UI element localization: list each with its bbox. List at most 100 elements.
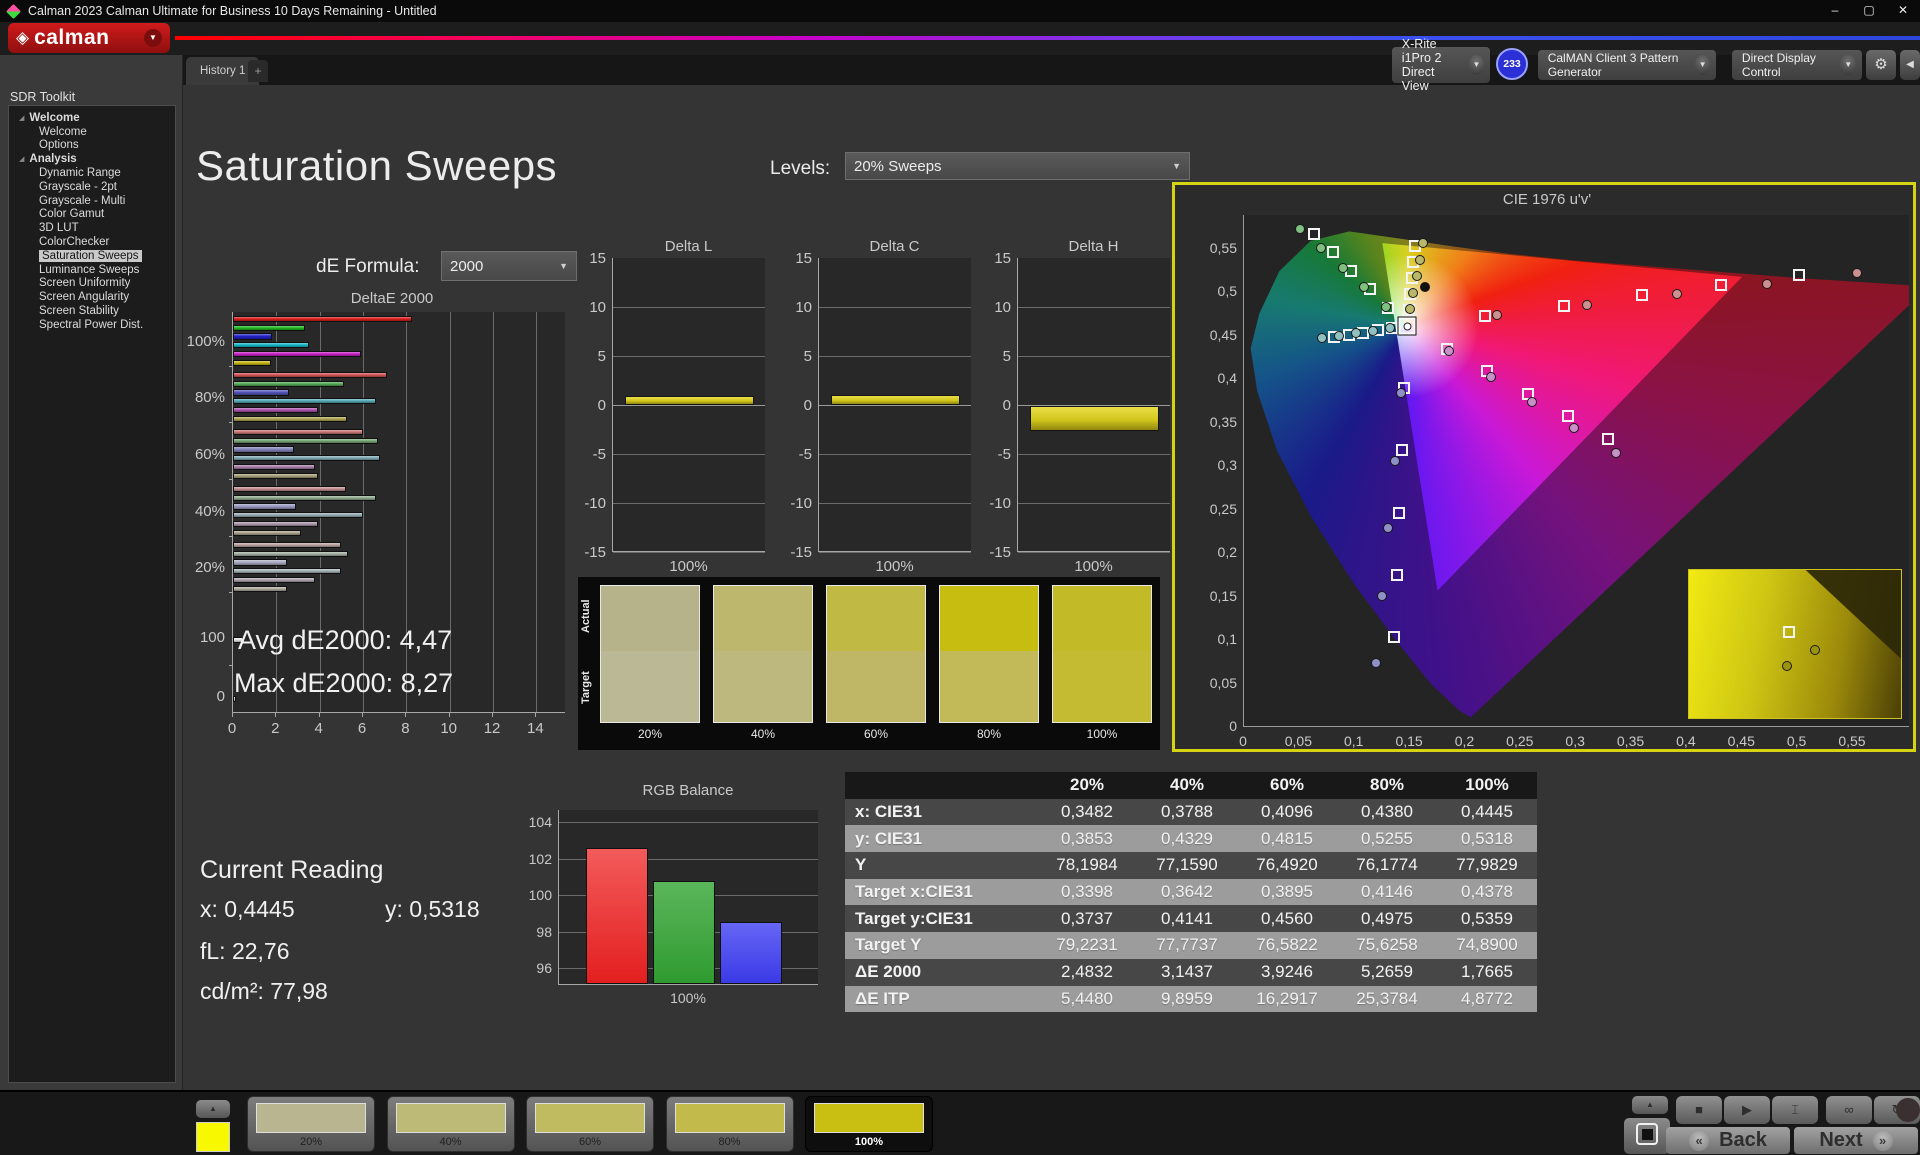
level-button-20%[interactable]: 20% bbox=[247, 1096, 375, 1152]
table-row-label: ΔE ITP bbox=[855, 988, 910, 1008]
level-button-100%[interactable]: 100% bbox=[805, 1096, 933, 1152]
sidebar-item[interactable]: ◢ Welcome bbox=[9, 111, 175, 125]
sidebar-item[interactable]: Dynamic Range bbox=[9, 166, 175, 180]
de-formula-dropdown[interactable]: 2000 ▼ bbox=[441, 251, 577, 281]
cie-measured-marker-green bbox=[1295, 224, 1305, 234]
sidebar-item-label: Screen Uniformity bbox=[39, 277, 131, 290]
delta-chart-title: Delta C bbox=[869, 238, 920, 255]
swatch-level-label: 80% bbox=[976, 727, 1002, 741]
cie-target-marker-blue bbox=[1391, 569, 1403, 581]
meter-caret-icon[interactable]: ▼ bbox=[1468, 55, 1484, 75]
next-button[interactable]: Next » bbox=[1794, 1127, 1918, 1154]
calman-logo-button[interactable]: ◈ calman ▼ bbox=[8, 23, 170, 53]
sidebar-item[interactable]: Grayscale - 2pt bbox=[9, 180, 175, 194]
sidebar-item[interactable]: Grayscale - Multi bbox=[9, 194, 175, 208]
frame-step-button[interactable]: ⌶ bbox=[1772, 1096, 1818, 1124]
minimize-button[interactable]: – bbox=[1831, 3, 1839, 17]
table-cell: 25,3784 bbox=[1356, 988, 1418, 1008]
level-button-60%[interactable]: 60% bbox=[526, 1096, 654, 1152]
tab-history-1[interactable]: History 1 bbox=[186, 57, 260, 85]
cie-x-tick: 0,35 bbox=[1616, 733, 1645, 749]
de-x-tick: 10 bbox=[440, 720, 458, 737]
cie-target-marker-red bbox=[1715, 279, 1727, 291]
sidebar-item[interactable]: Spectral Power Dist. bbox=[9, 318, 175, 332]
sidebar-item[interactable]: Saturation Sweeps bbox=[9, 249, 175, 263]
sidebar-item[interactable]: Screen Uniformity bbox=[9, 277, 175, 291]
add-tab-button[interactable]: + bbox=[248, 60, 268, 82]
table-cell: 0,3737 bbox=[1061, 908, 1113, 928]
rgb-chart-title: RGB Balance bbox=[642, 782, 734, 799]
current-color-swatch[interactable] bbox=[196, 1122, 230, 1152]
sidebar-item[interactable]: Screen Angularity bbox=[9, 290, 175, 304]
close-button[interactable]: ✕ bbox=[1897, 3, 1909, 17]
table-cell: 76,5822 bbox=[1256, 935, 1318, 955]
settings-gear-button[interactable]: ⚙ bbox=[1866, 50, 1896, 80]
cie-x-tick: 0,15 bbox=[1395, 733, 1423, 749]
stop-button[interactable]: ■ bbox=[1676, 1096, 1722, 1124]
sidebar-item[interactable]: Color Gamut bbox=[9, 208, 175, 222]
delta-y-tick: 0 bbox=[803, 397, 812, 414]
cie-y-tick: 0,2 bbox=[1217, 544, 1237, 561]
cie-x-tick: 0,2 bbox=[1454, 733, 1475, 749]
expander-icon[interactable]: ◢ bbox=[19, 156, 25, 164]
cie-measured-marker-red bbox=[1582, 300, 1592, 310]
de-x-tick: 6 bbox=[357, 720, 367, 737]
cie-measured-marker-blue bbox=[1371, 658, 1381, 668]
cie-measured-marker-green bbox=[1381, 302, 1391, 312]
inset-measured-marker bbox=[1782, 661, 1792, 671]
display-caret-icon[interactable]: ▼ bbox=[1840, 55, 1856, 75]
cie-panel[interactable]: CIE 1976 u'v' 0,55 0,5 0,45 0,4 0,35 0,3 0,25 0… bbox=[1172, 182, 1916, 752]
title-bar: Calman 2023 Calman Ultimate for Business… bbox=[0, 0, 1920, 22]
table-cell: 4,8772 bbox=[1461, 988, 1513, 1008]
meter-selector[interactable]: X-Rite i1Pro 2 Direct View ▼ bbox=[1392, 37, 1490, 93]
play-button[interactable]: ▶ bbox=[1724, 1096, 1770, 1124]
loop-button[interactable]: ∞ bbox=[1826, 1096, 1872, 1124]
table-cell: 16,2917 bbox=[1256, 988, 1318, 1008]
cie-measured-marker-green bbox=[1316, 243, 1326, 253]
de-group-label: 60% bbox=[194, 446, 225, 463]
cie-y-tick: 0,05 bbox=[1209, 674, 1237, 691]
table-cell: 76,1774 bbox=[1356, 855, 1418, 875]
pattern-generator-selector[interactable]: CalMAN Client 3 Pattern Generator ▼ bbox=[1538, 50, 1716, 80]
sidebar-item[interactable]: Luminance Sweeps bbox=[9, 263, 175, 277]
maximize-button[interactable]: ▢ bbox=[1863, 3, 1875, 17]
sidebar-item[interactable]: Welcome bbox=[9, 125, 175, 139]
calman-diamond-icon: ◈ bbox=[16, 28, 30, 47]
cie-y-tick: 0,45 bbox=[1209, 326, 1237, 343]
cie-measured-marker-blue bbox=[1396, 388, 1406, 398]
swatch-popup-button[interactable]: ▲ bbox=[196, 1100, 230, 1118]
cie-target-marker-red bbox=[1793, 269, 1805, 281]
de-x-tick: 4 bbox=[314, 720, 323, 737]
delta-y-tick: 5 bbox=[597, 348, 606, 365]
window-title: Calman 2023 Calman Ultimate for Business… bbox=[28, 4, 437, 18]
logo-menu-caret-icon[interactable]: ▼ bbox=[144, 29, 162, 47]
display-control-selector[interactable]: Direct Display Control ▼ bbox=[1732, 50, 1862, 80]
sidebar-item[interactable]: Screen Stability bbox=[9, 304, 175, 318]
expander-icon[interactable]: ◢ bbox=[19, 114, 25, 122]
measurement-count-badge: 233 bbox=[1496, 48, 1528, 80]
cie-x-tick: 0,3 bbox=[1565, 733, 1585, 749]
table-row-label: Target x:CIE31 bbox=[855, 882, 973, 902]
back-button[interactable]: « Back bbox=[1666, 1127, 1790, 1154]
panel-collapse-button[interactable]: ◀ bbox=[1900, 50, 1920, 80]
de-x-tick: 14 bbox=[527, 720, 544, 737]
controls-popup-button[interactable]: ▲ bbox=[1632, 1096, 1668, 1114]
sidebar-item-label: Spectral Power Dist. bbox=[39, 318, 144, 331]
level-button-40%[interactable]: 40% bbox=[386, 1096, 515, 1152]
stop-measure-button[interactable] bbox=[1624, 1118, 1670, 1154]
sidebar-item[interactable]: 3D LUT bbox=[9, 221, 175, 235]
table-cell: 0,3398 bbox=[1061, 882, 1113, 902]
level-button-80%[interactable]: 80% bbox=[665, 1096, 794, 1152]
de-group-label: 20% bbox=[194, 559, 225, 576]
sidebar-item-label: 3D LUT bbox=[39, 222, 79, 235]
sidebar-item[interactable]: ◢ Analysis bbox=[9, 152, 175, 166]
table-row-label: Y bbox=[855, 855, 867, 875]
levels-dropdown[interactable]: 20% Sweeps ▼ bbox=[845, 152, 1190, 180]
delta-chart-title: Delta L bbox=[664, 238, 713, 255]
delta-y-tick: -5 bbox=[592, 446, 606, 463]
de-group-label: 40% bbox=[194, 503, 225, 520]
table-cell: 1,7665 bbox=[1461, 962, 1513, 982]
sidebar-item[interactable]: ColorChecker bbox=[9, 235, 175, 249]
sidebar-item[interactable]: Options bbox=[9, 139, 175, 153]
pattern-caret-icon[interactable]: ▼ bbox=[1695, 55, 1710, 75]
